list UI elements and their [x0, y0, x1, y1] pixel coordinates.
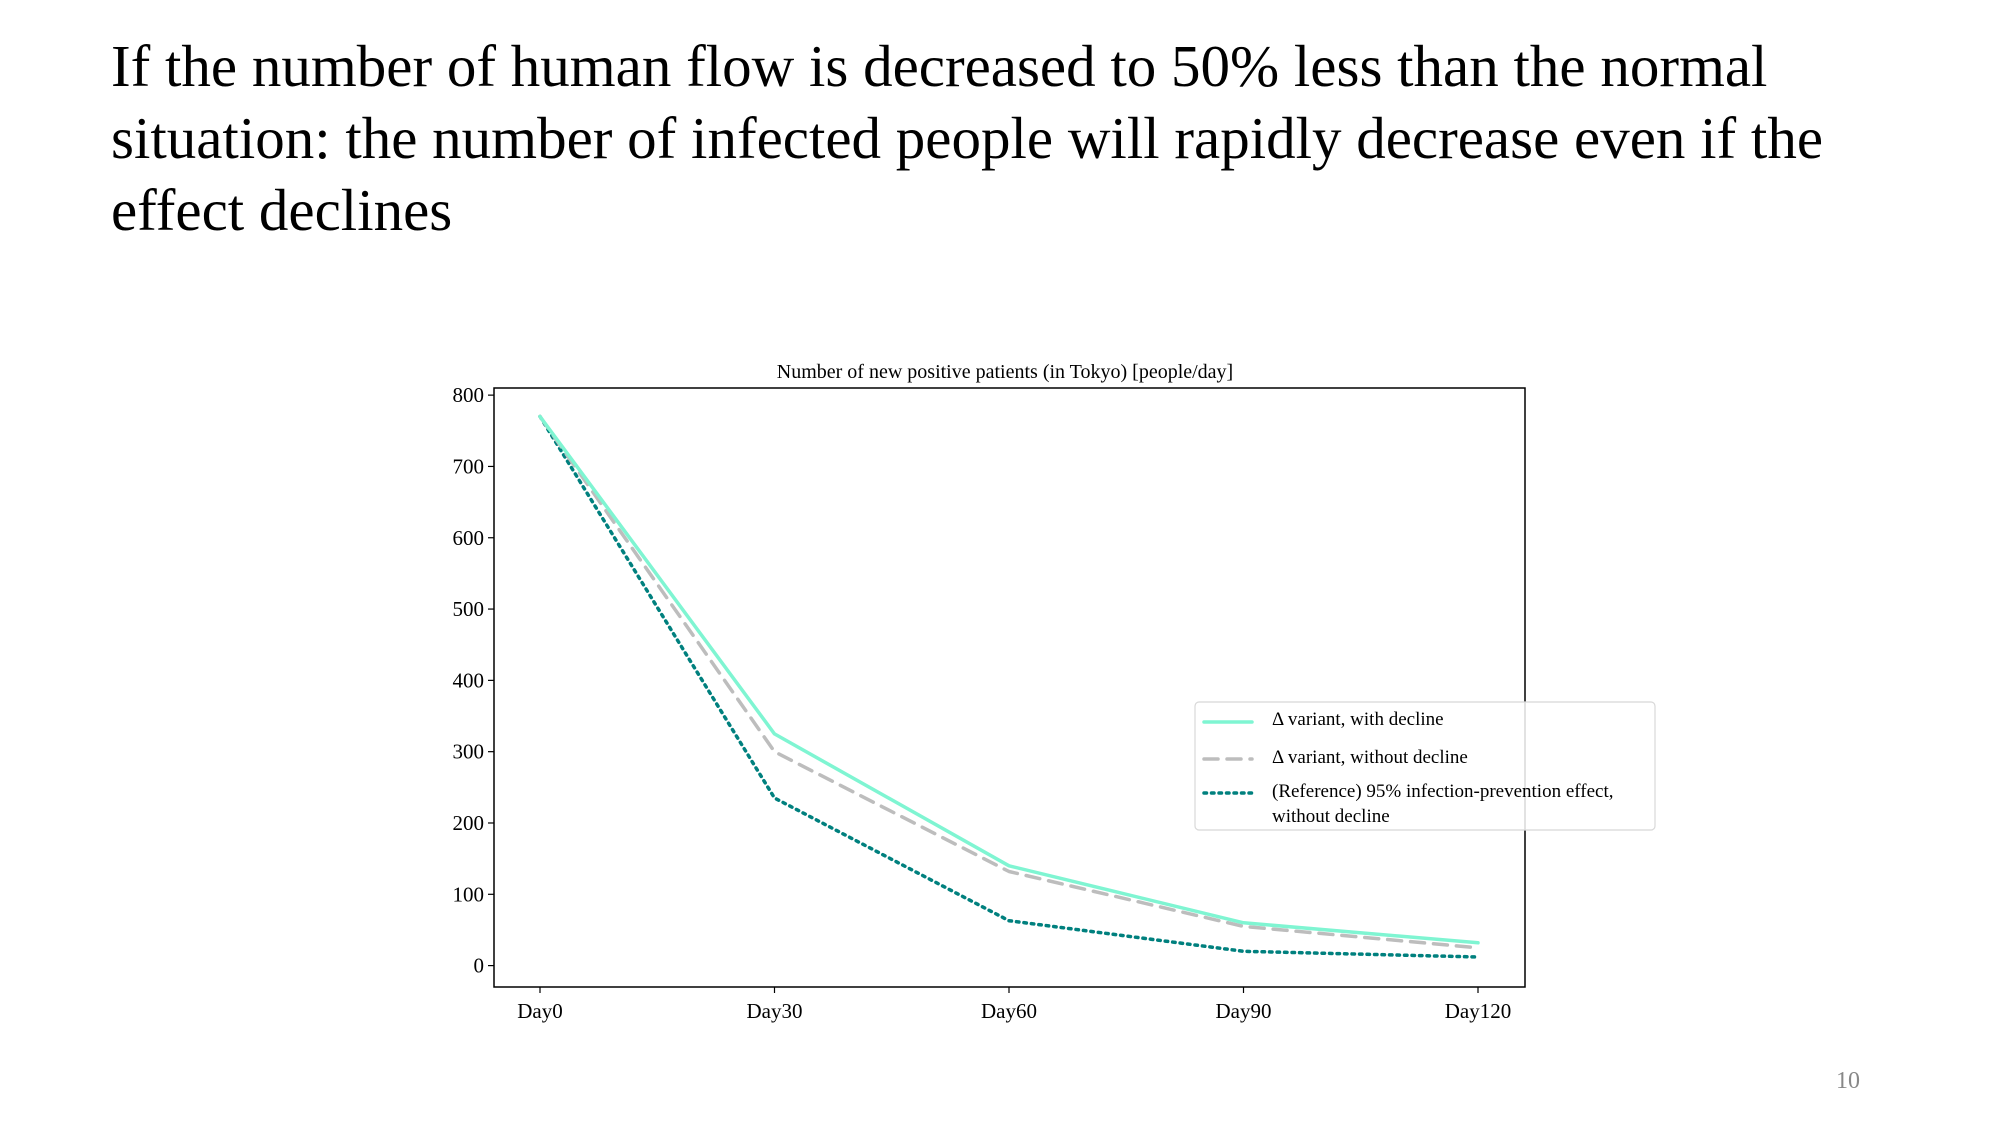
- x-tick-label: Day120: [1445, 999, 1512, 1023]
- x-tick-label: Day60: [981, 999, 1037, 1023]
- y-tick-label: 300: [453, 740, 485, 764]
- x-axis: Day0 Day30 Day60 Day90 Day120: [517, 987, 1511, 1023]
- legend-label-3: (Reference) 95% infection-prevention eff…: [1272, 781, 1613, 802]
- series-line-1: [538, 414, 1480, 945]
- page-number: 10: [1836, 1068, 1860, 1094]
- y-tick-label: 500: [453, 597, 485, 621]
- legend-label-1: Δ variant, with decline: [1272, 709, 1444, 730]
- y-tick-label: 600: [453, 526, 485, 550]
- x-tick-label: Day30: [747, 999, 803, 1023]
- y-axis: 0 100 200 300 400 500 600 700 800: [453, 383, 494, 978]
- x-tick-label: Day0: [517, 999, 563, 1023]
- y-tick-label: 100: [453, 882, 485, 906]
- y-tick-label: 0: [474, 954, 485, 978]
- series-line-3: [538, 414, 1480, 959]
- legend-label-2: Δ variant, without decline: [1272, 747, 1468, 768]
- y-tick-label: 400: [453, 668, 485, 692]
- series-line-2: [538, 414, 1480, 950]
- chart-title: Number of new positive patients (in Toky…: [777, 361, 1233, 383]
- y-tick-label: 200: [453, 811, 485, 835]
- slide-title: If the number of human flow is decreased…: [111, 33, 1824, 243]
- y-tick-label: 700: [453, 454, 485, 478]
- y-tick-label: 800: [453, 383, 485, 407]
- series-layer: [538, 414, 1480, 959]
- legend-label-3: without decline: [1272, 806, 1390, 827]
- plot-frame: [493, 387, 1526, 988]
- legend-box: [1194, 701, 1656, 831]
- legend: Δ variant, with decline Δ variant, withou…: [1194, 701, 1656, 831]
- x-tick-label: Day90: [1216, 999, 1272, 1023]
